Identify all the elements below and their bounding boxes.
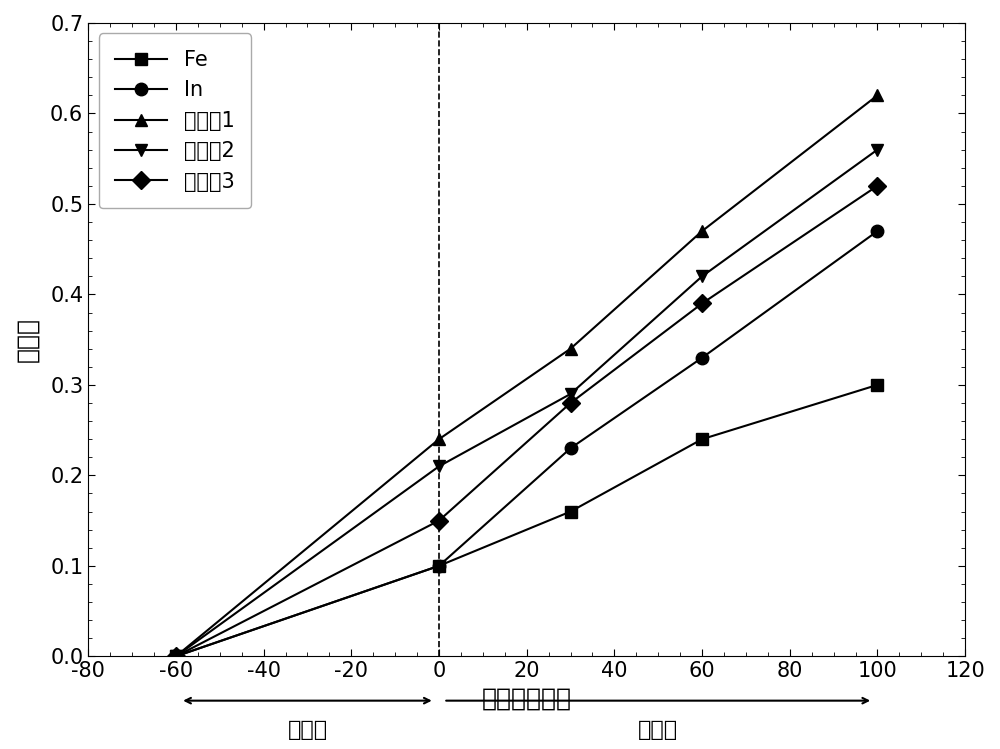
实施套1 bbox=[433, 434, 445, 443]
实施套3 bbox=[170, 652, 182, 661]
Line: Fe: Fe bbox=[170, 379, 884, 663]
In bbox=[170, 652, 182, 661]
Fe bbox=[871, 380, 883, 389]
Fe bbox=[696, 434, 708, 443]
Text: 暗处理: 暗处理 bbox=[287, 720, 328, 740]
实施套1 bbox=[871, 91, 883, 100]
In bbox=[433, 561, 445, 570]
In bbox=[871, 227, 883, 236]
实施套2 bbox=[433, 462, 445, 471]
Line: In: In bbox=[170, 225, 884, 663]
实施套3 bbox=[433, 516, 445, 525]
实施套1 bbox=[696, 227, 708, 236]
实施套1 bbox=[565, 345, 577, 354]
Fe bbox=[433, 561, 445, 570]
Fe bbox=[565, 507, 577, 516]
实施套2 bbox=[565, 389, 577, 398]
实施套2 bbox=[170, 652, 182, 661]
实施套3 bbox=[565, 398, 577, 407]
Fe bbox=[170, 652, 182, 661]
实施套2 bbox=[696, 272, 708, 281]
实施套3 bbox=[871, 181, 883, 190]
Line: 实施套3: 实施套3 bbox=[170, 180, 884, 663]
Y-axis label: 降解率: 降解率 bbox=[15, 317, 39, 363]
实施套2 bbox=[871, 145, 883, 154]
Line: 实施套1: 实施套1 bbox=[170, 89, 884, 663]
Legend: Fe, In, 实施套1, 实施套2, 实施套3: Fe, In, 实施套1, 实施套2, 实施套3 bbox=[99, 34, 251, 208]
Text: 光催化: 光催化 bbox=[638, 720, 678, 740]
实施套3 bbox=[696, 299, 708, 308]
Line: 实施套2: 实施套2 bbox=[170, 143, 884, 663]
X-axis label: 时间（分钟）: 时间（分钟） bbox=[482, 687, 572, 711]
实施套1 bbox=[170, 652, 182, 661]
In bbox=[565, 443, 577, 452]
In bbox=[696, 354, 708, 363]
